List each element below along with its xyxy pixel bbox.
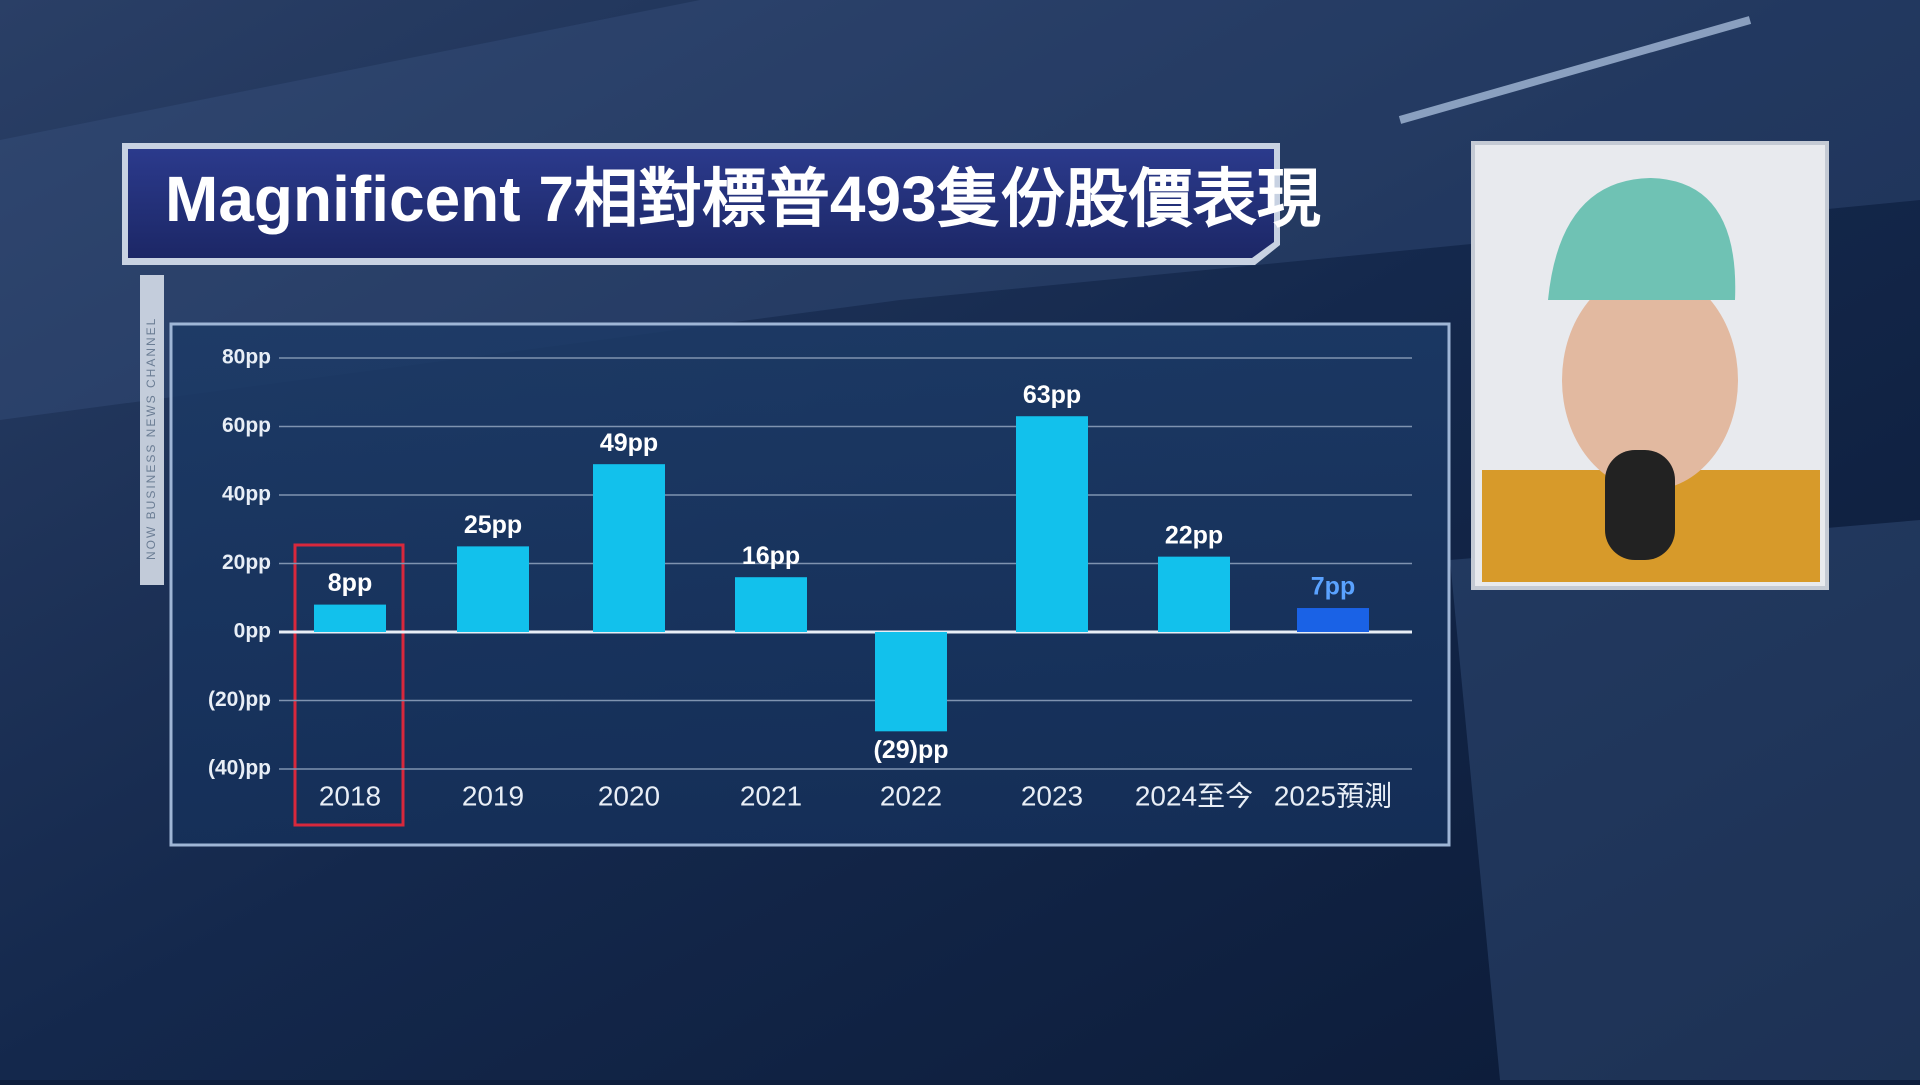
x-tick-label: 2019	[462, 780, 524, 811]
webcam-cap	[1548, 178, 1736, 300]
value-label: 25pp	[464, 511, 522, 539]
value-label: 16pp	[742, 542, 800, 570]
y-tick-label: 80pp	[222, 346, 271, 369]
x-tick-label: 2023	[1021, 780, 1083, 811]
light-streak	[1398, 16, 1752, 124]
x-tick-label: 2021	[740, 780, 802, 811]
title-banner	[128, 149, 1274, 258]
y-tick-label: 20pp	[222, 551, 271, 574]
chart-title: Magnificent 7相對標普493隻份股價表現	[165, 163, 1321, 235]
channel-tab	[140, 275, 164, 585]
y-tick-label: 60pp	[222, 414, 271, 437]
webcam-face	[1562, 270, 1738, 490]
value-label: (29)pp	[874, 736, 949, 764]
x-tick-label: 2018	[319, 780, 381, 811]
bar	[1297, 608, 1369, 632]
value-label: 7pp	[1311, 573, 1355, 601]
chart-panel	[169, 322, 1451, 847]
bar	[1158, 556, 1230, 632]
y-tick-label: 40pp	[222, 483, 271, 506]
bar	[593, 464, 665, 632]
value-label: 49pp	[600, 429, 658, 457]
bar	[1016, 416, 1088, 632]
background-shape	[1450, 520, 1920, 1080]
highlight-box	[293, 543, 405, 827]
x-tick-label: 2024至今	[1135, 780, 1253, 811]
y-tick-label: (20)pp	[208, 688, 271, 711]
bar	[457, 546, 529, 632]
bar	[875, 632, 947, 732]
value-label: 8pp	[328, 569, 372, 597]
y-tick-label: (40)pp	[208, 757, 271, 780]
value-label: 22pp	[1165, 521, 1223, 549]
watermark: NOW BUSINESS NEWS CHANNEL	[144, 317, 158, 560]
x-tick-label: 2022	[880, 780, 942, 811]
x-tick-label: 2025預測	[1274, 780, 1392, 811]
y-tick-label: 0pp	[234, 620, 271, 643]
bar	[735, 577, 807, 632]
x-tick-label: 2020	[598, 780, 660, 811]
bar	[314, 604, 386, 632]
value-label: 63pp	[1023, 381, 1081, 409]
webcam-mic	[1605, 450, 1675, 560]
